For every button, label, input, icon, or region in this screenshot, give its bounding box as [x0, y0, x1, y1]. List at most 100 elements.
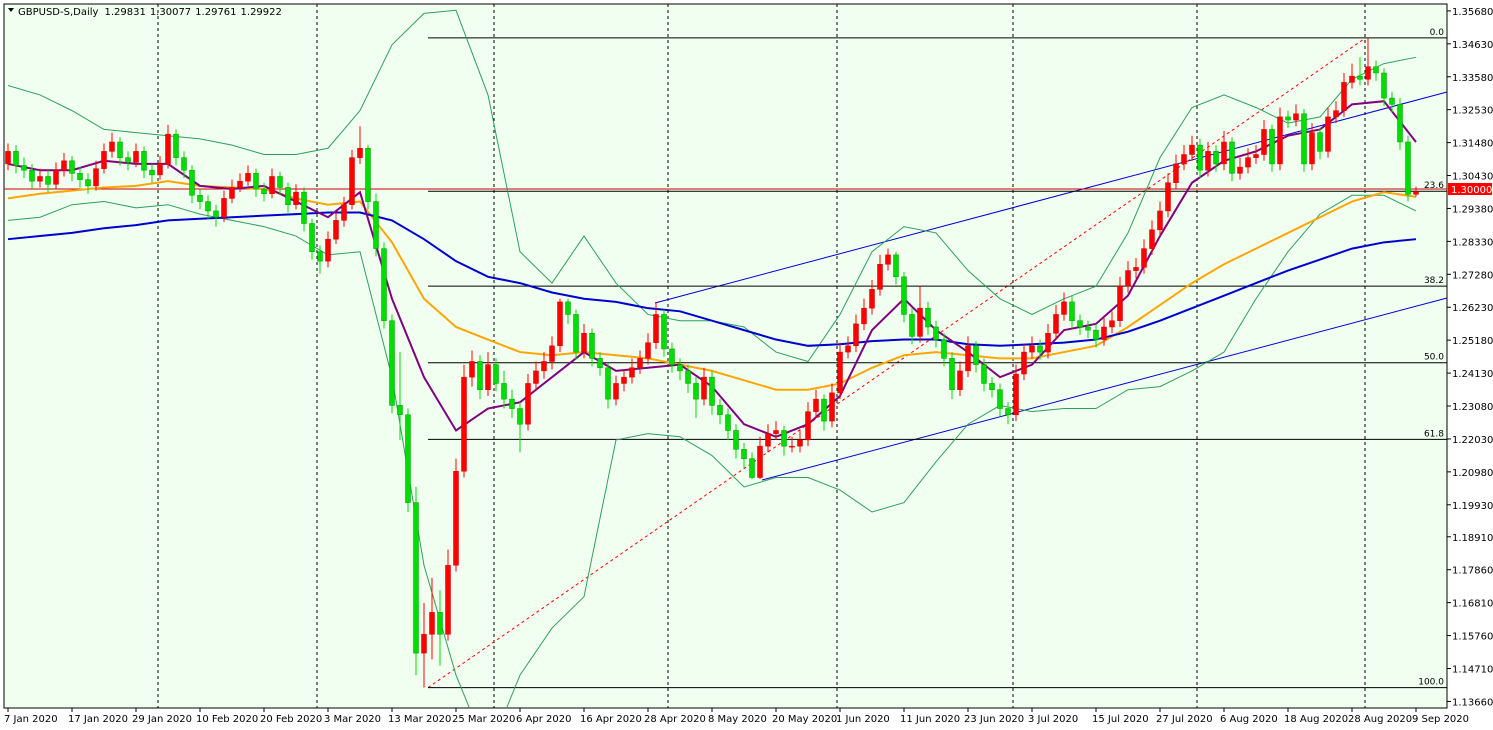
x-tick-label: 20 Feb 2020 — [260, 714, 322, 725]
candle-body — [669, 348, 675, 365]
y-tick-label: 1.30430 — [1452, 172, 1493, 183]
candle-body — [1197, 144, 1203, 171]
y-tick-label: 1.33580 — [1452, 73, 1493, 84]
x-tick-label: 25 Mar 2020 — [452, 714, 515, 725]
candle-body — [1325, 116, 1331, 152]
candle-body — [285, 187, 291, 205]
candle-body — [781, 430, 787, 447]
candle-body — [1093, 329, 1099, 340]
candle-body — [397, 405, 403, 416]
x-tick-label: 3 Jul 2020 — [1028, 714, 1078, 725]
candle-body — [149, 169, 155, 176]
candle-body — [245, 173, 251, 182]
candle-body — [1341, 82, 1347, 111]
candle-body — [733, 430, 739, 450]
candle-body — [1173, 163, 1179, 183]
x-tick-label: 11 Jun 2020 — [900, 714, 960, 725]
candle-body — [949, 358, 955, 390]
x-tick-label: 1 Jun 2020 — [836, 714, 890, 725]
candle-body — [1189, 144, 1195, 155]
x-tick-label: 27 Jul 2020 — [1156, 714, 1213, 725]
candle-body — [941, 339, 947, 359]
candle-body — [325, 238, 331, 262]
candle-body — [365, 147, 371, 202]
x-tick-label: 13 Mar 2020 — [388, 714, 451, 725]
candle-body — [1237, 166, 1243, 174]
candle-body — [1365, 66, 1371, 80]
candle-body — [1077, 320, 1083, 328]
candle-body — [1229, 141, 1235, 174]
candle-body — [1037, 345, 1043, 353]
y-tick-label: 1.16810 — [1452, 599, 1493, 610]
candle-body — [749, 458, 755, 478]
x-tick-label: 6 Apr 2020 — [516, 714, 571, 725]
candle-body — [1405, 141, 1411, 195]
x-tick-label: 20 May 2020 — [772, 714, 837, 725]
fib-label: 23.6 — [1424, 181, 1444, 191]
x-tick-label: 23 Jun 2020 — [964, 714, 1024, 725]
candle-body — [573, 314, 579, 353]
candle-body — [861, 307, 867, 325]
x-tick-label: 8 May 2020 — [708, 714, 767, 725]
candle-body — [141, 151, 147, 171]
candle-body — [21, 165, 27, 171]
candle-body — [133, 151, 139, 163]
candle-body — [1213, 151, 1219, 165]
candle-body — [309, 223, 315, 252]
candle-body — [501, 383, 507, 400]
candle-body — [181, 157, 187, 171]
candle-body — [677, 364, 683, 372]
x-tick-label: 17 Jan 2020 — [68, 714, 128, 725]
plot-area — [3, 3, 1448, 709]
candle-body — [77, 173, 83, 180]
candle-body — [1357, 75, 1363, 80]
y-tick-label: 1.22030 — [1452, 435, 1493, 446]
candle-body — [1285, 116, 1291, 121]
candle-body — [485, 364, 491, 390]
candle-body — [405, 414, 411, 503]
candle-body — [925, 307, 931, 328]
candle-body — [1413, 191, 1419, 195]
price-box — [1448, 183, 1492, 196]
candle-body — [301, 191, 307, 224]
candle-body — [549, 345, 555, 362]
candle-body — [237, 180, 243, 188]
candle-body — [877, 264, 883, 290]
candle-body — [381, 248, 387, 321]
candle-body — [709, 376, 715, 406]
candle-body — [885, 254, 891, 265]
candle-body — [933, 326, 939, 340]
y-tick-label: 1.34630 — [1452, 40, 1493, 51]
candle-body — [1149, 229, 1155, 249]
candle-body — [1349, 75, 1355, 83]
candle-body — [429, 612, 435, 635]
candle-body — [93, 168, 99, 187]
y-tick-label: 1.27280 — [1452, 270, 1493, 281]
candle-body — [461, 376, 467, 472]
candle-body — [853, 323, 859, 347]
candle-body — [437, 612, 443, 635]
candle-body — [901, 276, 907, 315]
candle-body — [1125, 270, 1131, 287]
y-tick-label: 1.20980 — [1452, 468, 1493, 479]
candle-body — [957, 370, 963, 390]
x-tick-label: 16 Apr 2020 — [580, 714, 642, 725]
candle-body — [1085, 326, 1091, 331]
candle-body — [373, 201, 379, 249]
candle-body — [269, 176, 275, 194]
candle-body — [197, 195, 203, 202]
y-tick-label: 1.14710 — [1452, 664, 1493, 675]
candle-body — [629, 367, 635, 378]
chart-header: GBPUSD-S,Daily 1.29831 1.30077 1.29761 1.299… — [18, 7, 282, 18]
x-tick-label: 18 Aug 2020 — [1284, 714, 1348, 725]
candle-body — [1333, 110, 1339, 118]
candle-body — [189, 169, 195, 196]
candle-body — [1133, 267, 1139, 271]
candle-body — [1101, 326, 1107, 340]
candle-body — [213, 210, 219, 218]
candle-body — [1141, 248, 1147, 268]
candle-body — [845, 345, 851, 353]
candle-body — [837, 351, 843, 394]
candle-body — [725, 414, 731, 431]
candle-body — [349, 157, 355, 205]
